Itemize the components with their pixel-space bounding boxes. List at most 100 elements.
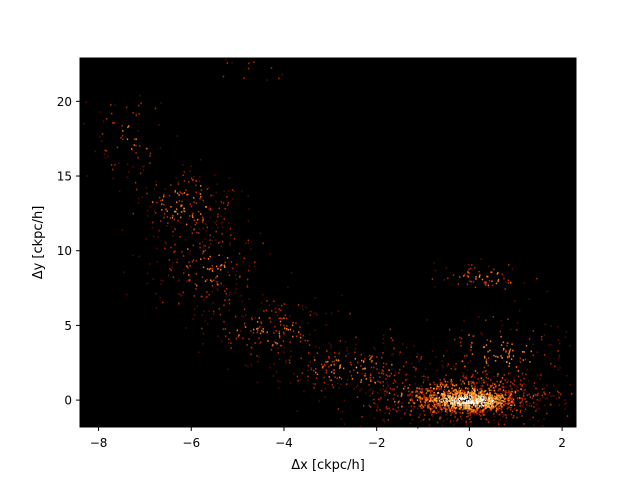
- density-pixel: [470, 397, 472, 400]
- density-pixel: [529, 402, 531, 405]
- density-pixel: [415, 402, 417, 404]
- density-pixel: [248, 338, 250, 340]
- density-pixel: [243, 315, 245, 318]
- density-pixel: [489, 349, 491, 352]
- density-pixel: [196, 231, 198, 234]
- density-pixel: [471, 401, 473, 404]
- density-pixel: [451, 387, 453, 390]
- density-pixel: [474, 398, 476, 400]
- density-pixel: [323, 381, 326, 384]
- density-pixel: [475, 395, 477, 397]
- density-pixel: [510, 387, 513, 389]
- density-pixel: [256, 355, 258, 357]
- density-pixel: [207, 208, 210, 210]
- density-pixel: [194, 283, 197, 285]
- density-pixel: [570, 393, 573, 395]
- density-pixel: [438, 386, 440, 388]
- density-pixel: [186, 265, 188, 268]
- density-pixel: [451, 393, 454, 395]
- density-pixel: [368, 383, 370, 386]
- density-pixel: [419, 395, 421, 398]
- density-pixel: [460, 403, 462, 405]
- density-pixel: [519, 357, 521, 359]
- density-pixel: [539, 378, 541, 380]
- density-pixel: [483, 392, 485, 394]
- density-pixel: [313, 369, 315, 372]
- density-pixel: [446, 411, 448, 414]
- density-pixel: [482, 409, 485, 411]
- density-pixel: [192, 175, 195, 178]
- density-pixel: [347, 353, 349, 355]
- density-pixel: [220, 222, 223, 225]
- density-pixel: [209, 255, 211, 258]
- density-pixel: [508, 399, 510, 402]
- density-pixel: [402, 404, 404, 407]
- density-pixel: [160, 199, 162, 202]
- density-pixel: [489, 398, 492, 401]
- density-pixel: [481, 404, 483, 406]
- density-pixel: [219, 313, 221, 316]
- density-pixel: [471, 375, 473, 377]
- density-pixel: [452, 408, 454, 410]
- density-pixel: [452, 384, 454, 387]
- density-pixel: [473, 335, 475, 337]
- density-pixel: [461, 397, 463, 400]
- density-pixel: [206, 296, 208, 298]
- density-pixel: [309, 353, 312, 355]
- density-pixel: [495, 407, 498, 409]
- density-pixel: [547, 393, 549, 396]
- density-pixel: [546, 290, 548, 293]
- density-pixel: [343, 367, 345, 370]
- density-pixel: [201, 314, 203, 316]
- density-pixel: [456, 397, 458, 399]
- density-pixel: [371, 392, 374, 395]
- density-pixel: [408, 390, 410, 393]
- density-pixel: [490, 379, 492, 381]
- density-pixel: [478, 401, 480, 403]
- density-pixel: [135, 188, 138, 191]
- density-pixel: [510, 395, 512, 398]
- density-pixel: [277, 347, 279, 350]
- density-pixel: [516, 387, 518, 389]
- density-pixel: [509, 348, 512, 351]
- density-pixel: [450, 379, 452, 381]
- density-pixel: [506, 391, 508, 394]
- density-pixel: [225, 59, 227, 61]
- density-pixel: [506, 399, 508, 401]
- density-pixel: [474, 376, 476, 379]
- density-pixel: [490, 409, 492, 412]
- density-pixel: [484, 356, 486, 359]
- density-pixel: [519, 383, 521, 386]
- density-pixel: [194, 308, 196, 310]
- density-pixel: [555, 397, 558, 400]
- density-pixel: [217, 335, 219, 337]
- density-pixel: [113, 122, 115, 124]
- density-pixel: [465, 421, 467, 423]
- density-pixel: [174, 250, 176, 252]
- density-pixel: [523, 377, 525, 380]
- density-pixel: [211, 265, 214, 267]
- density-pixel: [212, 267, 214, 270]
- density-pixel: [244, 364, 247, 366]
- density-pixel: [521, 405, 524, 407]
- density-pixel: [361, 372, 363, 375]
- density-pixel: [428, 390, 430, 392]
- density-pixel: [184, 210, 186, 213]
- density-pixel: [194, 223, 196, 226]
- density-pixel: [424, 368, 427, 370]
- density-pixel: [493, 419, 495, 422]
- density-pixel: [436, 421, 439, 424]
- density-pixel: [474, 402, 477, 404]
- density-pixel: [510, 381, 512, 383]
- density-pixel: [393, 388, 396, 391]
- density-pixel: [425, 388, 427, 391]
- density-pixel: [478, 276, 481, 278]
- density-pixel: [489, 392, 491, 394]
- density-pixel: [502, 341, 505, 344]
- density-pixel: [376, 368, 378, 370]
- density-pixel: [503, 423, 506, 426]
- density-pixel: [483, 355, 486, 358]
- density-pixel: [487, 364, 489, 367]
- density-pixel: [493, 387, 495, 389]
- plot-frame: [79, 57, 577, 428]
